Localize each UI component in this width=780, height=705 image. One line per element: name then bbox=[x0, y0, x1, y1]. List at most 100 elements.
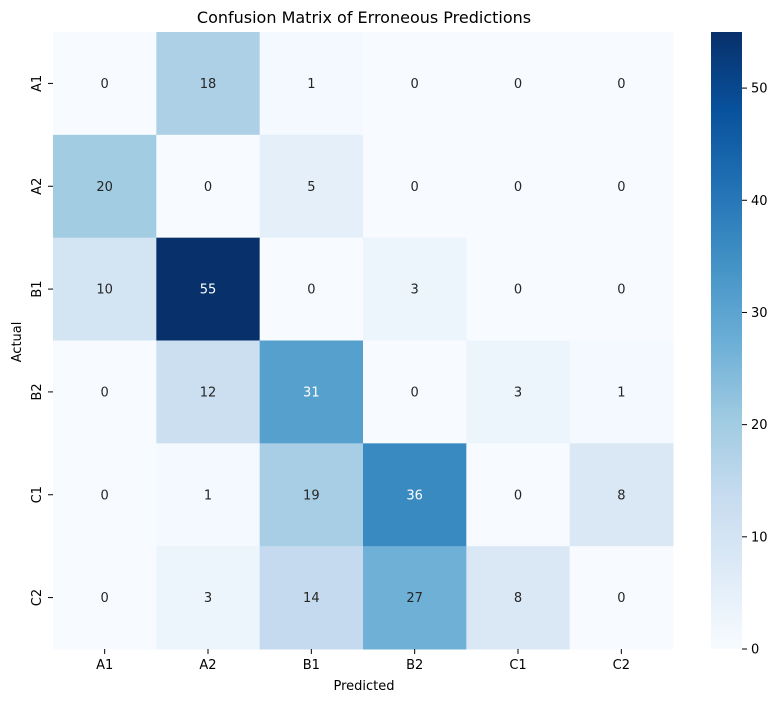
cell-value-label: 0 bbox=[411, 180, 419, 195]
colorbar-tick-label: 50 bbox=[751, 82, 768, 97]
cell-value-label: 31 bbox=[303, 385, 320, 400]
heatmap-cell bbox=[156, 546, 261, 650]
heatmap-cell bbox=[569, 546, 674, 650]
cell-value-label: 0 bbox=[617, 180, 625, 195]
cell-value-label: 0 bbox=[101, 591, 109, 606]
heatmap-cell bbox=[569, 340, 674, 444]
y-tick-label: B1 bbox=[30, 280, 45, 297]
heatmap-cell bbox=[53, 546, 157, 650]
cell-value-label: 0 bbox=[514, 283, 522, 298]
cell-value-label: 12 bbox=[200, 385, 217, 400]
y-tick-label: B2 bbox=[30, 383, 45, 400]
heatmap-cell bbox=[156, 134, 261, 239]
cell-value-label: 36 bbox=[406, 488, 423, 503]
cell-value-label: 1 bbox=[204, 488, 212, 503]
cell-value-label: 0 bbox=[411, 77, 419, 92]
cell-value-label: 0 bbox=[101, 385, 109, 400]
cell-value-label: 5 bbox=[307, 180, 315, 195]
cell-value-label: 0 bbox=[514, 488, 522, 503]
heatmap-cell bbox=[569, 32, 674, 136]
colorbar-tick-label: 40 bbox=[751, 194, 768, 209]
cell-value-label: 8 bbox=[617, 488, 625, 503]
cell-value-label: 0 bbox=[307, 283, 315, 298]
cell-annotations: 0 18 1 0 0 020 0 5 0 0 010 55 0 3 0 00 12 31 0 3 10 1 19 36 0 80 3… bbox=[96, 77, 625, 606]
heatmap-cell bbox=[363, 340, 467, 444]
x-tick-label: B1 bbox=[303, 658, 320, 673]
x-tick-label: C2 bbox=[613, 658, 630, 673]
heatmap-cell bbox=[259, 443, 364, 547]
cell-value-label: 1 bbox=[617, 385, 625, 400]
heatmap-cell bbox=[53, 340, 157, 444]
y-tick-label: C2 bbox=[30, 589, 45, 606]
x-tick-label: C1 bbox=[509, 658, 526, 673]
heatmap-cell bbox=[569, 443, 674, 547]
colorbar-tick-label: 10 bbox=[751, 530, 768, 545]
heatmap-cell bbox=[53, 443, 157, 547]
cell-value-label: 20 bbox=[96, 180, 113, 195]
heatmap-cell bbox=[466, 134, 571, 239]
heatmap-cell bbox=[363, 134, 467, 239]
heatmap-cell bbox=[259, 546, 364, 650]
x-tick-label: A2 bbox=[199, 658, 216, 673]
y-tick-label: A2 bbox=[30, 178, 45, 195]
colorbar-tick-label: 30 bbox=[751, 306, 768, 321]
heatmap-cell bbox=[466, 32, 571, 136]
heatmap-cell bbox=[156, 32, 261, 136]
cell-value-label: 1 bbox=[307, 77, 315, 92]
cell-value-label: 27 bbox=[406, 591, 423, 606]
heatmap-cell bbox=[363, 32, 467, 136]
heatmap-cell bbox=[363, 237, 467, 341]
cell-value-label: 8 bbox=[514, 591, 522, 606]
x-tick-label: A1 bbox=[96, 658, 113, 673]
cell-value-label: 3 bbox=[204, 591, 212, 606]
cell-value-label: 0 bbox=[617, 283, 625, 298]
x-axis-ticks: A1 A2 B1 B2 C1 C2 bbox=[96, 649, 630, 673]
cell-value-label: 3 bbox=[514, 385, 522, 400]
heatmap-cell bbox=[259, 237, 364, 341]
heatmap-cells bbox=[53, 32, 674, 650]
cell-value-label: 0 bbox=[514, 77, 522, 92]
heatmap-cell bbox=[466, 237, 571, 341]
cell-value-label: 3 bbox=[411, 283, 419, 298]
y-axis-ticks: A1 A2 B1 B2 C1 C2 bbox=[30, 75, 53, 606]
cell-value-label: 0 bbox=[617, 591, 625, 606]
colorbar-ticks: 0 10 20 30 40 50 bbox=[742, 82, 768, 658]
cell-value-label: 19 bbox=[303, 488, 320, 503]
cell-value-label: 0 bbox=[101, 488, 109, 503]
cell-value-label: 18 bbox=[200, 77, 217, 92]
heatmap-cell bbox=[53, 134, 157, 239]
heatmap-cell bbox=[363, 546, 467, 650]
heatmap-cell bbox=[156, 443, 261, 547]
heatmap-cell bbox=[156, 340, 261, 444]
heatmap-cell bbox=[259, 340, 364, 444]
y-tick-label: C1 bbox=[30, 486, 45, 503]
cell-value-label: 0 bbox=[101, 77, 109, 92]
colorbar bbox=[711, 32, 742, 649]
heatmap-cell bbox=[259, 32, 364, 136]
heatmap-cell bbox=[466, 546, 571, 650]
heatmap-cell bbox=[259, 134, 364, 239]
cell-value-label: 0 bbox=[411, 385, 419, 400]
heatmap-cell bbox=[53, 32, 157, 136]
heatmap-cell bbox=[466, 340, 571, 444]
heatmap-cell bbox=[53, 237, 157, 341]
heatmap-cell bbox=[466, 443, 571, 547]
heatmap-cell bbox=[156, 237, 261, 341]
colorbar-tick-label: 20 bbox=[751, 418, 768, 433]
x-axis-label: Predicted bbox=[333, 679, 394, 694]
cell-value-label: 10 bbox=[96, 283, 113, 298]
cell-value-label: 0 bbox=[617, 77, 625, 92]
x-tick-label: B2 bbox=[406, 658, 423, 673]
colorbar-tick-label: 0 bbox=[751, 643, 759, 658]
cell-value-label: 14 bbox=[303, 591, 320, 606]
y-tick-label: A1 bbox=[30, 75, 45, 92]
heatmap-cell bbox=[569, 237, 674, 341]
cell-value-label: 0 bbox=[204, 180, 212, 195]
cell-value-label: 55 bbox=[200, 283, 217, 298]
heatmap-cell bbox=[569, 134, 674, 239]
chart-title: Confusion Matrix of Erroneous Prediction… bbox=[197, 8, 531, 27]
cell-value-label: 0 bbox=[514, 180, 522, 195]
y-axis-label: Actual bbox=[10, 322, 25, 363]
